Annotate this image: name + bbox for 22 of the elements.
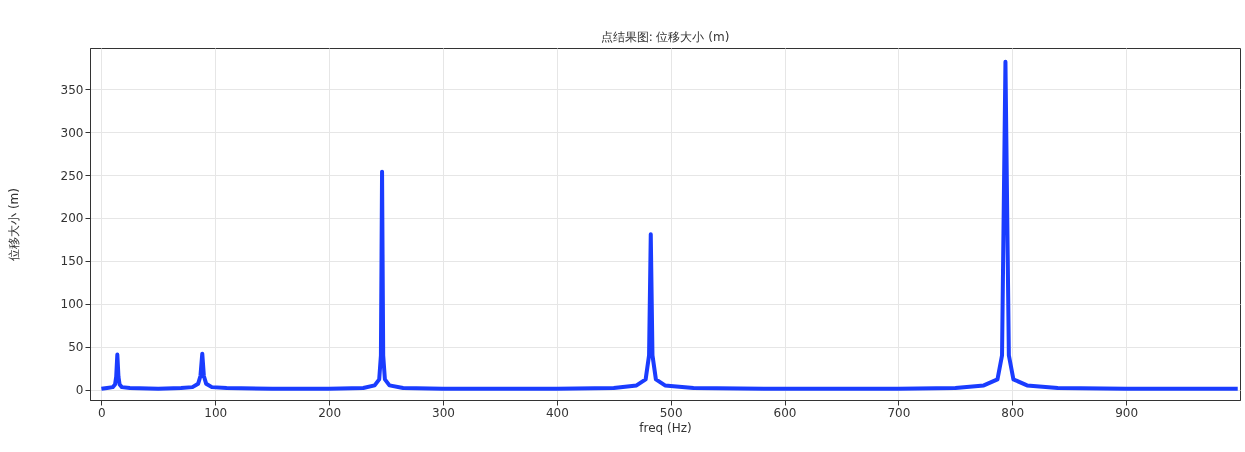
y-tick-label: 200 bbox=[60, 211, 84, 226]
y-tick-label: 350 bbox=[60, 82, 84, 97]
x-tick-label: 500 bbox=[659, 405, 683, 420]
x-tick-label: 400 bbox=[545, 405, 569, 420]
x-tick-label: 0 bbox=[98, 405, 106, 420]
y-tick-label: 300 bbox=[60, 125, 84, 140]
y-axis-title: 位移大小 (m) bbox=[6, 188, 21, 261]
x-tick-label: 700 bbox=[887, 405, 911, 420]
y-tick-label: 150 bbox=[60, 254, 84, 269]
x-tick-label: 200 bbox=[318, 405, 342, 420]
x-tick-label: 100 bbox=[204, 405, 228, 420]
y-tick-label: 100 bbox=[60, 297, 84, 312]
line-series bbox=[99, 59, 1240, 391]
x-axis-title: freq (Hz) bbox=[639, 420, 692, 435]
y-tick-label: 250 bbox=[60, 168, 84, 183]
x-tick-label: 300 bbox=[432, 405, 455, 420]
y-tick-label: 0 bbox=[75, 383, 84, 398]
chart-title: 点结果图: 位移大小 (m) bbox=[600, 30, 730, 44]
x-tick-label: 900 bbox=[1115, 405, 1139, 420]
x-tick-label: 600 bbox=[773, 405, 797, 420]
y-tick-label: 50 bbox=[68, 340, 84, 355]
x-tick-label: 800 bbox=[1001, 405, 1025, 420]
